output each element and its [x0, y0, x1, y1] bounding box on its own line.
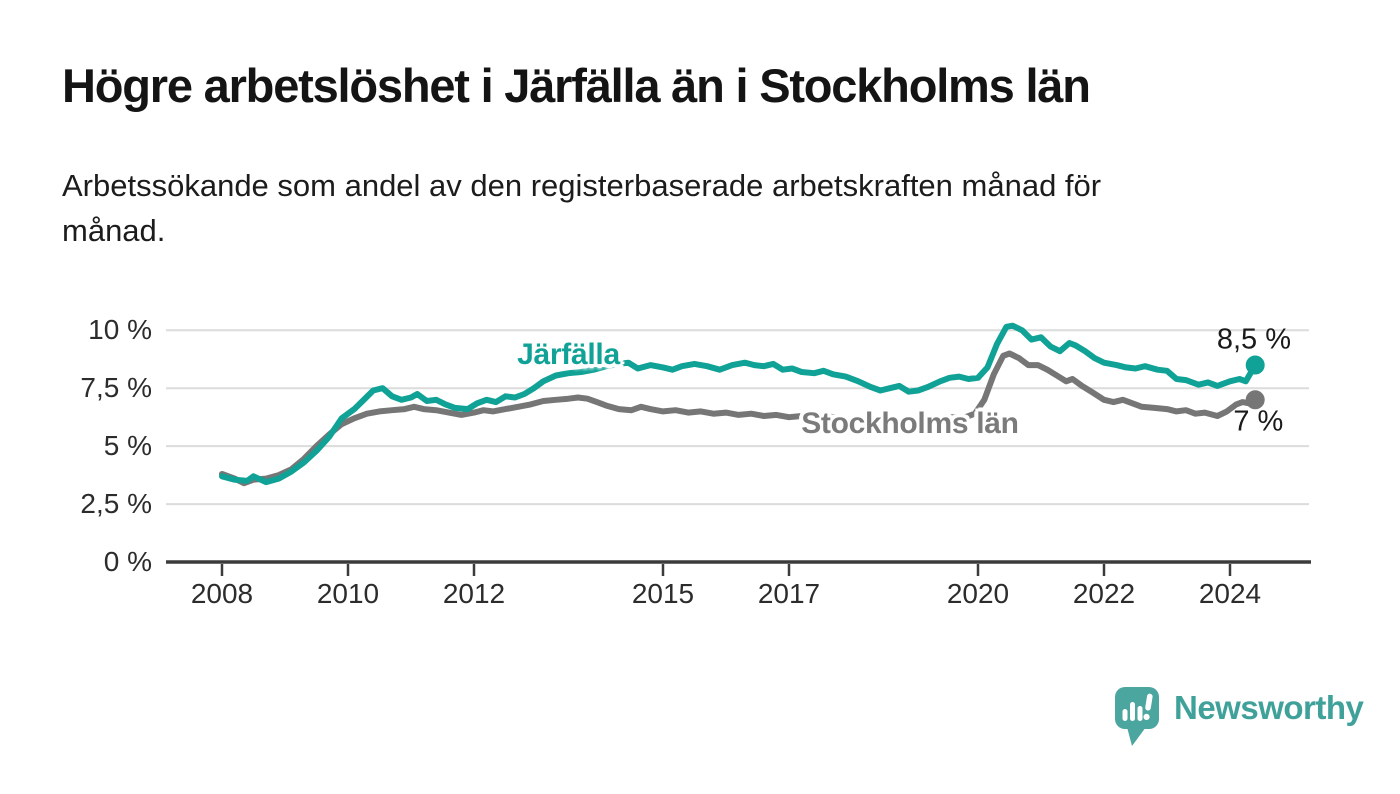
- y-axis-tick-label: 2,5 %: [80, 488, 152, 520]
- series-end-dot-stockholms-l-n: [1245, 390, 1265, 410]
- newsworthy-logo: Newsworthy: [1114, 686, 1364, 747]
- y-axis-tick-label: 0 %: [103, 546, 152, 577]
- y-axis-tick-label: 7,5 %: [80, 372, 152, 404]
- chart-subtitle: Arbetssökande som andel av den registerb…: [62, 168, 1102, 248]
- series-label: Järfälla: [517, 337, 620, 371]
- x-axis-tick-label: 2022: [1072, 578, 1136, 609]
- x-axis-tick-label: 2024: [1198, 578, 1262, 609]
- series-line-j-rf-lla: [219, 322, 1259, 486]
- newsworthy-wordmark: Newsworthy: [1174, 689, 1364, 726]
- x-axis-tick-label: 2012: [442, 578, 506, 609]
- x-axis-tick-label: 2020: [946, 578, 1010, 609]
- series-label: Stockholms län: [801, 407, 1019, 441]
- series-line-stockholms-l-n: [219, 350, 1259, 487]
- newsworthy-bar-chart-bubble-icon: [1115, 687, 1159, 746]
- x-axis-tick-label: 2017: [757, 578, 821, 609]
- series-end-dot-j-rf-lla: [1245, 355, 1265, 375]
- x-axis-tick-label: 2008: [190, 578, 254, 609]
- y-axis-tick-label: 10 %: [88, 314, 152, 346]
- y-axis-tick-label: 5 %: [103, 430, 152, 462]
- x-axis-tick-label: 2015: [631, 578, 695, 609]
- x-axis-tick-label: 2010: [316, 578, 380, 609]
- end-value-label: 7 %: [1233, 405, 1284, 438]
- page-title: Högre arbetslöshet i Järfälla än i Stock…: [62, 59, 1091, 112]
- end-value-label: 8,5 %: [1216, 323, 1292, 356]
